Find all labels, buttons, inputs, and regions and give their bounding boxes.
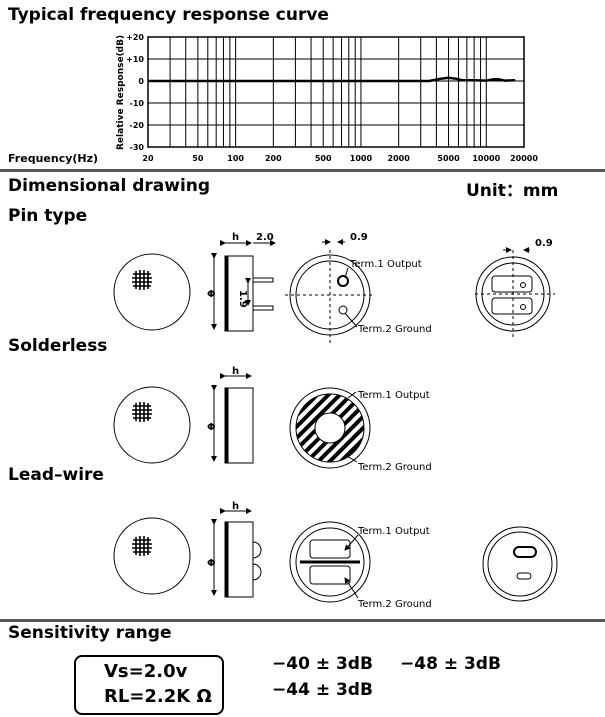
dimensional-drawing-title: Dimensional drawing xyxy=(8,176,211,196)
divider xyxy=(0,169,605,172)
x-tick-label: 1000 xyxy=(350,154,373,163)
pin-length-dimension: 2.0 xyxy=(256,232,274,243)
term1-label: Term.1 Output xyxy=(357,526,430,537)
solderless-side-view xyxy=(211,373,254,464)
lead-wire-front-view xyxy=(113,517,191,595)
h-dimension: h xyxy=(232,232,239,243)
y-tick-label: -10 xyxy=(130,99,145,108)
plot-frame xyxy=(147,36,525,148)
phi-dimension: Φ xyxy=(207,558,216,569)
term2-label: Term.2 Ground xyxy=(357,324,432,335)
pin-type-back-view xyxy=(285,239,375,345)
frequency-response-chart: Relative Response(dB) Frequency(Hz) 20 50… xyxy=(8,33,538,165)
x-tick-label: 20000 xyxy=(510,154,538,163)
pin-type-pcb-view xyxy=(475,247,555,340)
sensitivity-value: −44 ± 3dB xyxy=(272,680,373,700)
load-resistance: RL=2.2K Ω xyxy=(104,686,212,707)
x-axis-label: Frequency(Hz) xyxy=(8,152,98,165)
phi-dimension: Φ xyxy=(207,289,216,300)
lead-wire-back-view xyxy=(289,521,371,603)
offset-dimension: 0.9 xyxy=(350,232,368,243)
conditions-box: Vs=2.0v RL=2.2K Ω xyxy=(74,655,224,715)
unit-label: Unit：mm xyxy=(466,181,559,201)
freq-response-title: Typical frequency response curve xyxy=(8,5,329,25)
term2-label: Term.2 Ground xyxy=(357,599,432,610)
solderless-heading: Solderless xyxy=(8,336,108,356)
sensitivity-heading: Sensitivity range xyxy=(8,623,172,643)
sensitivity-value: −40 ± 3dB xyxy=(272,654,373,674)
term1-label: Term.1 Output xyxy=(357,390,430,401)
x-tick-label: 10000 xyxy=(472,154,500,163)
divider xyxy=(0,619,605,622)
pin-type-heading: Pin type xyxy=(8,206,88,226)
x-tick-label: 500 xyxy=(315,154,332,163)
sensitivity-value: −48 ± 3dB xyxy=(400,654,501,674)
dimensional-drawings: h 2.0 Φ 1.9 0.9 0.9 h Φ h Φ Term.1 Outpu… xyxy=(113,232,558,610)
pin-gap-dimension: 1.9 xyxy=(237,290,248,308)
h-dimension: h xyxy=(232,366,239,377)
x-tick-label: 200 xyxy=(265,154,282,163)
lead-wire-pcb-view xyxy=(482,526,558,602)
term1-label: Term.1 Output xyxy=(349,259,422,270)
pin-type-side-view xyxy=(211,240,276,332)
phi-dimension: Φ xyxy=(207,422,216,433)
y-axis-label: Relative Response(dB) xyxy=(116,35,126,150)
solderless-front-view xyxy=(113,386,191,464)
y-tick-label: +20 xyxy=(126,33,144,42)
x-tick-label: 20 xyxy=(142,154,154,163)
lead-wire-heading: Lead–wire xyxy=(8,465,104,485)
lead-wire-side-view xyxy=(211,508,262,598)
y-tick-label: 0 xyxy=(138,77,144,86)
term2-label: Term.2 Ground xyxy=(357,462,432,473)
x-tick-label: 50 xyxy=(192,154,204,163)
x-tick-label: 100 xyxy=(227,154,244,163)
y-tick-label: -30 xyxy=(130,143,145,152)
x-tick-label: 2000 xyxy=(388,154,411,163)
y-tick-label: -20 xyxy=(130,121,145,130)
y-tick-label: +10 xyxy=(126,55,144,64)
h-dimension: h xyxy=(232,501,239,512)
offset-dimension-pcb: 0.9 xyxy=(535,238,553,249)
supply-voltage: Vs=2.0v xyxy=(104,661,188,682)
response-curve xyxy=(148,76,516,83)
x-tick-label: 5000 xyxy=(437,154,460,163)
solderless-back-view xyxy=(289,387,371,469)
pin-type-front-view xyxy=(113,253,191,331)
